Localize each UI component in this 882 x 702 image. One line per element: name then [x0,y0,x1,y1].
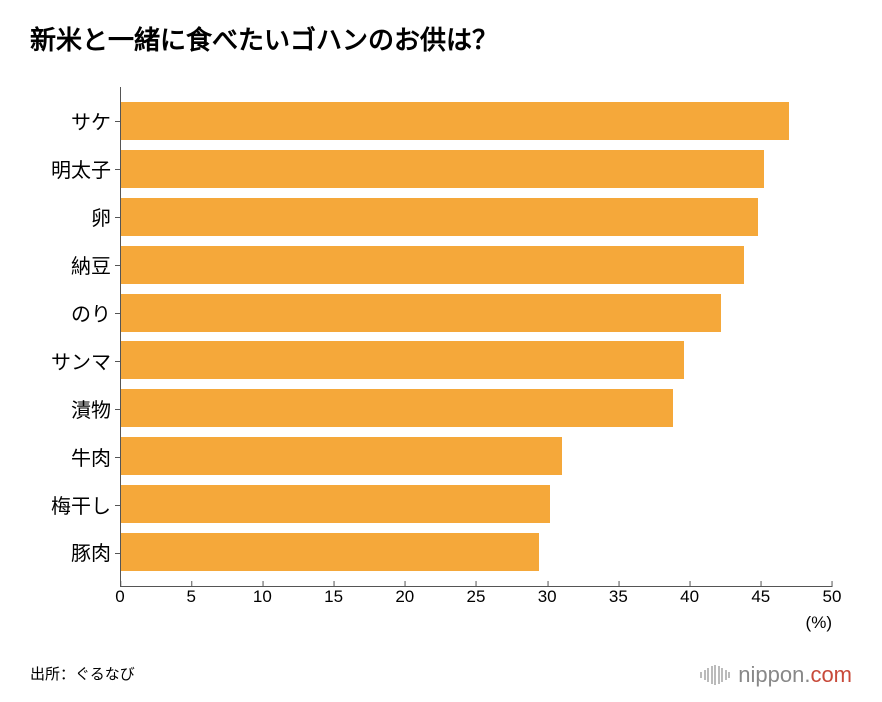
bar [121,102,789,140]
bar-label: 卵 [91,202,111,231]
bar-label: 納豆 [71,250,111,279]
bar-label: 梅干し [51,490,111,519]
bar-row: サンマ [121,340,832,380]
bar [121,341,684,379]
x-tick: 30 [538,587,557,607]
bar-row: 豚肉 [121,532,832,572]
bar [121,485,550,523]
x-axis: (%) 05101520253035404550 [120,587,832,617]
bar-row: 卵 [121,197,832,237]
x-tick: 35 [609,587,628,607]
bar-row: 梅干し [121,484,832,524]
bar-label: 明太子 [51,154,111,183]
bar-label: 豚肉 [71,537,111,566]
bar-row: 納豆 [121,245,832,285]
logo-text: nippon.com [738,662,852,688]
bar [121,294,721,332]
x-tick: 45 [751,587,770,607]
bar-label: サケ [71,106,111,135]
x-tick: 0 [115,587,124,607]
bar-row: 明太子 [121,149,832,189]
bar-label: 牛肉 [71,442,111,471]
bar [121,437,562,475]
bar [121,198,758,236]
bar [121,246,744,284]
bar-label: のり [71,298,111,327]
x-axis-unit: (%) [806,613,832,633]
x-tick: 10 [253,587,272,607]
x-tick: 25 [467,587,486,607]
source-text: 出所：ぐるなび [30,663,135,684]
bar-label: 漬物 [71,394,111,423]
bar-row: 漬物 [121,388,832,428]
x-tick: 20 [395,587,414,607]
logo-sound-icon [700,665,730,685]
bar [121,150,764,188]
plot-area: サケ明太子卵納豆のりサンマ漬物牛肉梅干し豚肉 [120,87,832,587]
x-tick: 15 [324,587,343,607]
chart-container: サケ明太子卵納豆のりサンマ漬物牛肉梅干し豚肉 (%) 0510152025303… [120,87,832,617]
x-tick: 5 [186,587,195,607]
bar-row: サケ [121,101,832,141]
bar [121,389,673,427]
x-tick: 40 [680,587,699,607]
x-tick: 50 [823,587,842,607]
bar-row: 牛肉 [121,436,832,476]
bar [121,533,539,571]
chart-title: 新米と一緒に食べたいゴハンのお供は？ [30,20,852,57]
nippon-logo: nippon.com [700,662,852,688]
bar-row: のり [121,293,832,333]
bar-label: サンマ [51,346,111,375]
